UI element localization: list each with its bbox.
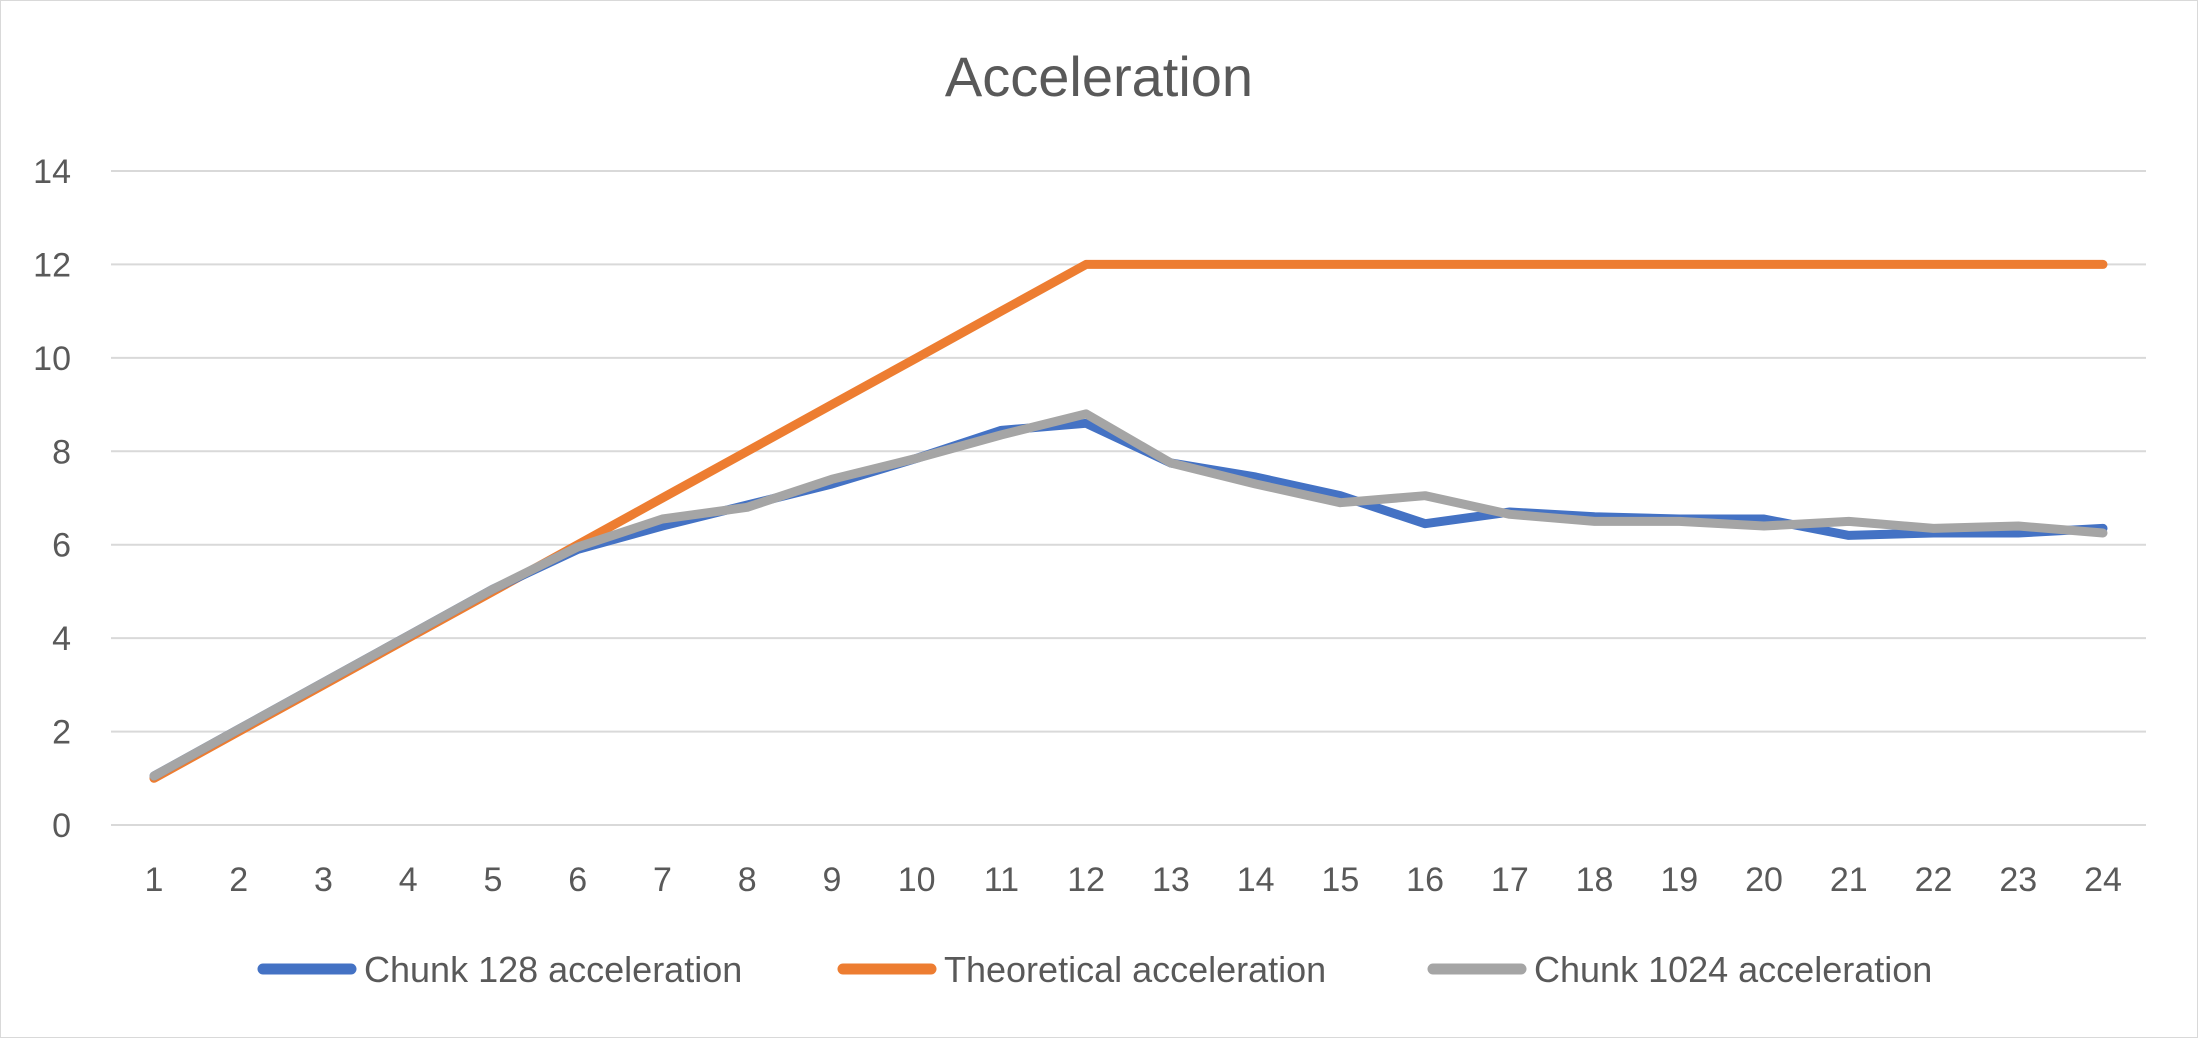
series-line-3 bbox=[149, 409, 2108, 781]
y-tick-label: 10 bbox=[33, 340, 71, 378]
x-tick-label: 5 bbox=[483, 861, 502, 899]
series-line-1 bbox=[149, 418, 2108, 781]
y-tick-label: 4 bbox=[52, 620, 71, 658]
y-tick-label: 0 bbox=[52, 807, 71, 845]
x-tick-label: 1 bbox=[145, 861, 164, 899]
x-tick-label: 15 bbox=[1321, 861, 1359, 899]
y-tick-label: 8 bbox=[52, 433, 71, 471]
legend: Chunk 128 acceleration Theoretical accele… bbox=[257, 949, 1932, 990]
x-axis-tick-labels: 1 2 3 4 5 6 7 8 9 10 11 12 13 14 15 16 17 18 19 20 21 22 23 24 bbox=[145, 861, 2122, 899]
y-tick-label: 6 bbox=[52, 527, 71, 565]
y-tick-label: 2 bbox=[52, 714, 71, 752]
x-tick-label: 16 bbox=[1406, 861, 1444, 899]
y-tick-label: 12 bbox=[33, 246, 71, 284]
x-tick-label: 21 bbox=[1830, 861, 1868, 899]
x-tick-label: 3 bbox=[314, 861, 333, 899]
x-tick-label: 22 bbox=[1915, 861, 1953, 899]
x-tick-label: 12 bbox=[1067, 861, 1105, 899]
gridlines bbox=[111, 170, 2146, 826]
x-tick-label: 10 bbox=[898, 861, 936, 899]
x-tick-label: 23 bbox=[1999, 861, 2037, 899]
x-tick-label: 7 bbox=[653, 861, 672, 899]
x-tick-label: 24 bbox=[2084, 861, 2122, 899]
x-tick-label: 9 bbox=[822, 861, 841, 899]
x-tick-label: 14 bbox=[1237, 861, 1275, 899]
legend-label: Theoretical acceleration bbox=[944, 949, 1326, 990]
y-tick-label: 14 bbox=[33, 153, 71, 191]
y-axis-tick-labels: 0 2 4 6 8 10 12 14 bbox=[33, 153, 71, 845]
series-lines bbox=[149, 259, 2108, 783]
x-tick-label: 2 bbox=[229, 861, 248, 899]
x-tick-label: 18 bbox=[1576, 861, 1614, 899]
x-tick-label: 11 bbox=[984, 861, 1019, 899]
x-tick-label: 17 bbox=[1491, 861, 1529, 899]
x-tick-label: 13 bbox=[1152, 861, 1190, 899]
x-tick-label: 4 bbox=[399, 861, 418, 899]
legend-label: Chunk 128 acceleration bbox=[364, 949, 742, 990]
x-tick-label: 19 bbox=[1660, 861, 1698, 899]
x-tick-label: 20 bbox=[1745, 861, 1783, 899]
legend-label: Chunk 1024 acceleration bbox=[1534, 949, 1932, 990]
x-tick-label: 6 bbox=[568, 861, 587, 899]
x-tick-label: 8 bbox=[738, 861, 757, 899]
chart-title: Acceleration bbox=[945, 45, 1253, 108]
